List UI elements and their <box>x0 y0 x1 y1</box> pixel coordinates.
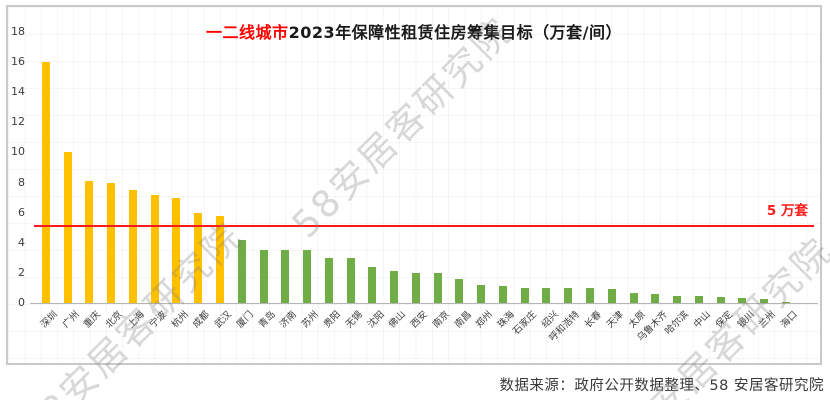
bar-slot <box>144 194 166 303</box>
bar-中山 <box>694 295 703 303</box>
bar-slot <box>710 297 732 303</box>
bar-slot <box>253 250 275 303</box>
x-axis-labels: 深圳 广州 重庆 北京 上海 宁波 杭州 成都 武汉 厦门 青岛 济南 苏州 贵阳 无锡 沈阳 佛山 西安 南京 南昌… <box>8 307 820 361</box>
y-axis-tick-label: 18 <box>11 24 25 38</box>
bar-杭州 <box>172 197 181 303</box>
bar-slot <box>623 292 645 303</box>
bar-珠海 <box>498 286 507 303</box>
bar-slot <box>100 182 122 303</box>
bar-slot <box>361 266 383 303</box>
bar-slot <box>536 287 558 303</box>
bar-上海 <box>128 190 137 303</box>
bar-slot <box>753 298 775 303</box>
bar-成都 <box>194 212 203 303</box>
bar-slot <box>688 295 710 303</box>
bar-slot <box>644 294 666 303</box>
y-axis-tick-label: 10 <box>11 145 25 159</box>
bar-slot <box>209 215 231 303</box>
bar-slot <box>57 152 79 303</box>
bar-石家庄 <box>520 287 529 303</box>
reference-line-label: 5 万套 <box>766 203 808 219</box>
bar-海口 <box>781 301 790 303</box>
bar-slot <box>231 239 253 303</box>
bar-济南 <box>281 250 290 303</box>
bar-兰州 <box>760 298 769 303</box>
bar-slot <box>732 297 754 303</box>
bar-西安 <box>411 272 420 303</box>
y-axis-tick-label: 8 <box>18 175 25 189</box>
bar-slot <box>557 287 579 303</box>
bar-宁波 <box>150 194 159 303</box>
data-source: 数据来源：政府公开数据整理、58 安居客研究院 <box>499 378 824 394</box>
bar-银川 <box>738 297 747 303</box>
bar-slot <box>79 181 101 303</box>
bar-沈阳 <box>368 266 377 303</box>
y-axis-tick-label: 0 <box>18 296 25 309</box>
y-axis: 0 2 4 6 8 10 12 14 16 18 <box>8 11 28 309</box>
chart-container: 一二线城市2023年保障性租赁住房筹集目标（万套/间） 0 2 4 6 8 10 12 14 1… <box>6 5 822 365</box>
bar-佛山 <box>390 271 399 303</box>
bar-绍兴 <box>542 287 551 303</box>
bar-slot <box>296 250 318 303</box>
bar-slot <box>340 257 362 303</box>
bar-厦门 <box>237 239 246 303</box>
bar-slot <box>187 212 209 303</box>
bar-天津 <box>607 289 616 303</box>
bar-郑州 <box>477 284 486 303</box>
bar-slot <box>35 62 57 303</box>
chart-title-main: 2023年保障性租赁住房筹集目标（万套/间） <box>288 23 622 42</box>
plot-area <box>35 17 797 303</box>
bar-slot <box>405 272 427 303</box>
chart-title: 一二线城市2023年保障性租赁住房筹集目标（万套/间） <box>8 19 820 43</box>
y-axis-tick-label: 12 <box>11 115 25 129</box>
y-axis-tick-label: 2 <box>18 265 25 279</box>
bar-slot <box>775 301 797 303</box>
bar-哈尔滨 <box>673 295 682 303</box>
bar-slot <box>601 289 623 303</box>
reference-line <box>34 225 814 227</box>
bar-slot <box>449 278 471 303</box>
bar-北京 <box>107 182 116 303</box>
bar-保定 <box>716 297 725 303</box>
bar-slot <box>666 295 688 303</box>
bar-重庆 <box>85 181 94 303</box>
bar-slot <box>383 271 405 303</box>
bar-贵阳 <box>324 257 333 303</box>
bar-无锡 <box>346 257 355 303</box>
bar-武汉 <box>216 215 224 303</box>
y-axis-tick-label: 16 <box>11 55 25 68</box>
y-axis-tick-label: 6 <box>18 205 25 219</box>
chart-title-highlight: 一二线城市 <box>206 23 289 42</box>
bar-深圳 <box>41 62 50 303</box>
x-axis-line <box>30 302 818 304</box>
bar-slot <box>318 257 340 303</box>
bar-slot <box>122 190 144 303</box>
bar-slot <box>274 250 296 303</box>
bar-slot <box>470 284 492 303</box>
bar-slot <box>427 272 449 303</box>
y-axis-tick-label: 4 <box>18 235 25 249</box>
bar-苏州 <box>303 250 312 303</box>
y-axis-tick-label: 14 <box>11 85 25 99</box>
bar-slot <box>492 286 514 303</box>
bar-乌鲁木齐 <box>651 294 660 303</box>
bar-太原 <box>629 292 638 303</box>
bar-slot <box>579 287 601 303</box>
bar-广州 <box>63 152 72 303</box>
bar-南京 <box>433 272 442 303</box>
bar-slot <box>166 197 188 303</box>
bar-南昌 <box>455 278 464 303</box>
bar-长春 <box>586 287 595 303</box>
bar-slot <box>514 287 536 303</box>
bar-呼和浩特 <box>564 287 573 303</box>
bar-青岛 <box>259 250 268 303</box>
